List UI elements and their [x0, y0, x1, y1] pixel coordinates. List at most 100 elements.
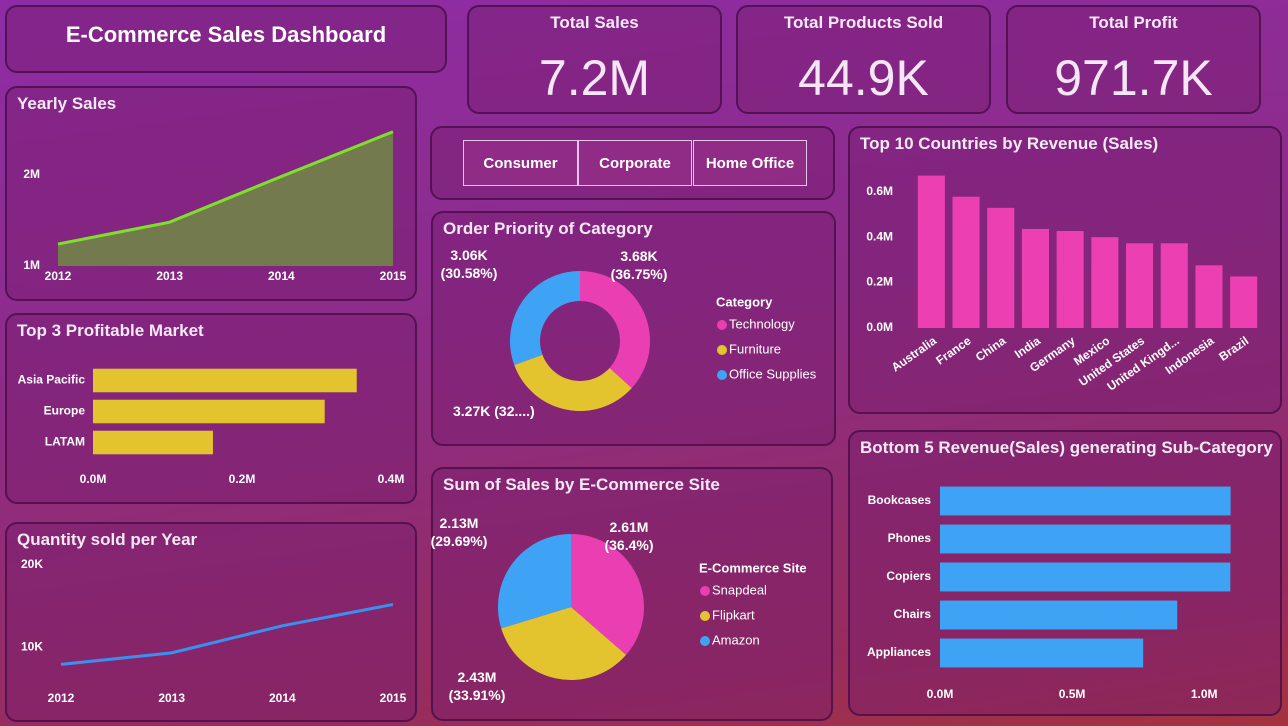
- legend-label: Office Supplies: [729, 366, 817, 381]
- slice: [510, 271, 580, 365]
- slice: [498, 534, 571, 629]
- x-tick-label: France: [933, 333, 974, 367]
- x-tick-label: 0.0M: [927, 687, 954, 701]
- header-panel: E-Commerce Sales Dashboard: [5, 5, 447, 73]
- slice: [571, 534, 644, 655]
- chart-panel: Top 3 Profitable Market 0.0M 0.2M 0.4M Asia …: [5, 313, 417, 504]
- bar: [93, 430, 213, 455]
- data-label: 2.61M (36.4%): [604, 519, 654, 553]
- chart: 1M 2M 2012 2013 2014 2015: [23, 130, 407, 283]
- y-tick-label: Chairs: [894, 607, 932, 621]
- y-tick-label: Phones: [888, 531, 932, 545]
- data-label: 3.27K (32....): [453, 403, 535, 419]
- bar: [940, 486, 1231, 516]
- chart-panel: Sum of Sales by E-Commerce Site Snapdeal F…: [431, 467, 833, 721]
- chart-title: Bottom 5 Revenue(Sales) generating Sub-C…: [860, 438, 1273, 457]
- legend-label: Amazon: [712, 632, 760, 647]
- bar: [987, 207, 1015, 328]
- data-label: 2.13M (29.69%): [430, 515, 488, 549]
- y-tick-label: 20K: [21, 557, 43, 571]
- line: [57, 130, 394, 246]
- bar: [952, 196, 980, 328]
- x-tick-label: Australia: [889, 333, 939, 374]
- kpi-value: 971.7K: [1054, 50, 1213, 106]
- x-tick-label: Brazil: [1216, 334, 1251, 364]
- chart: Snapdeal Flipkart Amazon E-Commerce Site: [498, 534, 807, 680]
- y-tick-label: Asia Pacific: [18, 373, 86, 387]
- legend-label: Snapdeal: [712, 582, 767, 597]
- kpi-label: Total Sales: [550, 13, 639, 32]
- x-tick-label: 2013: [156, 269, 183, 283]
- bar: [1230, 276, 1258, 328]
- y-tick-label: Europe: [44, 404, 86, 418]
- chart-panel: Quantity sold per Year 10K 20K 2012 2013 2014…: [5, 522, 417, 722]
- data-label: 2.43M (33.91%): [448, 669, 506, 703]
- bar: [1126, 243, 1154, 328]
- chart-title: Top 3 Profitable Market: [17, 321, 204, 340]
- kpi-label: Total Products Sold: [783, 13, 944, 32]
- chart-title: Quantity sold per Year: [17, 530, 198, 549]
- dashboard-title: E-Commerce Sales Dashboard: [65, 22, 387, 47]
- y-tick-label: LATAM: [45, 435, 85, 449]
- legend-swatch: [700, 636, 710, 646]
- bar: [1195, 265, 1223, 328]
- x-tick-label: 2013: [158, 691, 185, 705]
- bar: [940, 638, 1144, 668]
- slicer-button[interactable]: Home Office: [693, 140, 807, 186]
- bar: [1091, 237, 1119, 328]
- chart: Technology Furniture Office Supplies Catego…: [510, 271, 817, 411]
- legend-swatch: [717, 345, 727, 355]
- y-tick-label: 0.6M: [866, 184, 893, 198]
- slicer-panel: Consumer Corporate Home Office: [430, 126, 835, 200]
- x-tick-label: 0.0M: [80, 472, 107, 486]
- y-tick-label: 10K: [21, 639, 43, 653]
- legend-swatch: [717, 370, 727, 380]
- data-label: 3.68K (36.75%): [610, 248, 668, 282]
- y-tick-label: Appliances: [867, 645, 931, 659]
- y-tick-label: 1M: [23, 258, 40, 272]
- y-tick-label: 2M: [23, 167, 40, 181]
- kpi-card: Total Sales 7.2M: [467, 5, 722, 114]
- x-tick-label: 0.4M: [378, 472, 405, 486]
- slice: [580, 271, 650, 389]
- chart-panel: Bottom 5 Revenue(Sales) generating Sub-C…: [848, 430, 1282, 716]
- bar: [1160, 243, 1188, 328]
- slicer-button[interactable]: Corporate: [578, 140, 692, 186]
- bar: [1056, 231, 1084, 328]
- y-tick-label: 0.0M: [866, 320, 893, 334]
- y-tick-label: Bookcases: [868, 493, 932, 507]
- x-tick-label: 2012: [48, 691, 75, 705]
- line: [60, 602, 394, 666]
- legend-title: E-Commerce Site: [699, 560, 807, 575]
- chart: 10K 20K 2012 2013 2014 2015: [21, 557, 407, 705]
- legend-label: Flipkart: [712, 607, 755, 622]
- legend-title: Category: [716, 294, 773, 309]
- bar: [940, 562, 1231, 592]
- legend-swatch: [717, 320, 727, 330]
- chart-title: Top 10 Countries by Revenue (Sales): [860, 134, 1159, 153]
- slicer-button[interactable]: Consumer: [463, 140, 578, 186]
- kpi-label: Total Profit: [1089, 13, 1178, 32]
- kpi-card: Total Profit 971.7K: [1006, 5, 1261, 114]
- y-tick-label: 0.2M: [866, 275, 893, 289]
- chart-title: Sum of Sales by E-Commerce Site: [443, 475, 720, 494]
- kpi-value: 7.2M: [538, 50, 651, 106]
- legend-label: Technology: [729, 316, 795, 331]
- x-tick-label: 0.2M: [229, 472, 256, 486]
- legend-label: Furniture: [729, 341, 781, 356]
- bar: [940, 600, 1178, 630]
- kpi-value: 44.9K: [798, 50, 929, 106]
- kpi-card: Total Products Sold 44.9K: [736, 5, 991, 114]
- y-tick-label: Copiers: [886, 569, 931, 583]
- slice: [514, 354, 632, 411]
- chart-title: Order Priority of Category: [443, 219, 653, 238]
- legend-swatch: [700, 611, 710, 621]
- chart-panel: Order Priority of Category Technology Furn…: [431, 211, 836, 446]
- chart: 0.0M 0.2M 0.4M Asia Pacific Europe LATAM: [18, 368, 405, 486]
- x-tick-label: 2012: [45, 269, 72, 283]
- data-label: 3.06K (30.58%): [440, 247, 498, 281]
- x-tick-label: 1.0M: [1191, 687, 1218, 701]
- legend-swatch: [700, 586, 710, 596]
